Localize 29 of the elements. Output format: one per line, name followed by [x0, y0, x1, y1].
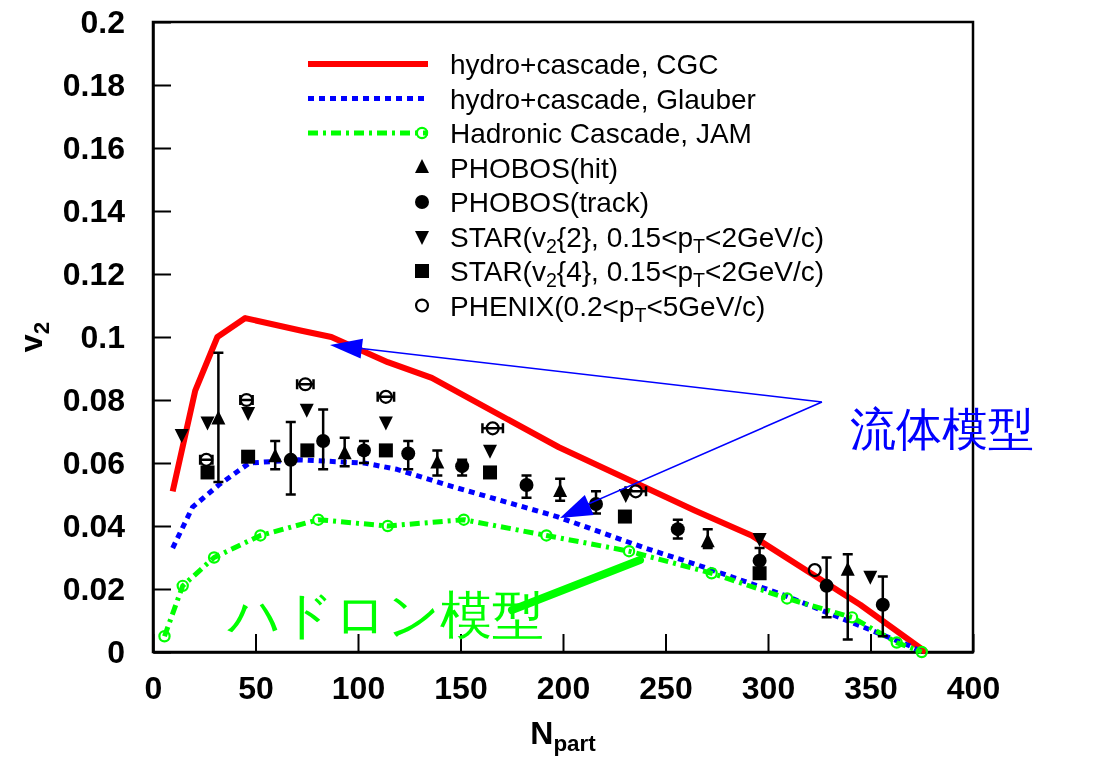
legend-label: hydro+cascade, CGC: [450, 49, 719, 80]
x-tick-label: 400: [946, 669, 1001, 706]
y-tick-label: 0.12: [62, 255, 125, 292]
legend-label: STAR(v$_{2}${2}, 0.15<p$_{T}$<2GeV/c): [450, 221, 825, 257]
y-tick-label: 0.14: [62, 192, 126, 229]
x-axis-title: N$_{part}$: [530, 715, 597, 756]
y-tick-label: 0.18: [62, 66, 125, 103]
x-tick-label: 100: [331, 669, 386, 706]
y-tick-label: 0.06: [62, 444, 125, 481]
y-tick-label: 0.02: [62, 570, 125, 607]
x-tick-label: 150: [434, 669, 488, 706]
x-tick-label: 0: [144, 669, 163, 706]
y-tick-label: 0.1: [80, 318, 125, 355]
y-tick-label: 0.04: [62, 507, 126, 544]
x-tick-label: 300: [741, 669, 796, 706]
x-tick-label: 250: [639, 669, 693, 706]
x-tick-label: 200: [536, 669, 591, 706]
legend-label: STAR(v$_{2}${4}, 0.15<p$_{T}$<2GeV/c): [450, 256, 825, 291]
y-tick-label: 0.16: [62, 129, 125, 166]
x-tick-label: 50: [238, 669, 274, 706]
y-tick-label: 0.08: [62, 381, 125, 418]
y-tick-label: 0.2: [80, 3, 125, 40]
x-tick-label: 350: [844, 669, 898, 706]
legend-label: PHOBOS(hit): [450, 152, 619, 184]
legend-label: hydro+cascade, Glauber: [450, 83, 756, 115]
legend-label: PHOBOS(track): [450, 187, 650, 218]
legend-label: Hadronic Cascade, JAM: [450, 118, 752, 149]
y-tick-label: 0: [107, 633, 125, 670]
legend-label: PHENIX(0.2<p$_{T}$<5GeV/c): [450, 290, 766, 326]
